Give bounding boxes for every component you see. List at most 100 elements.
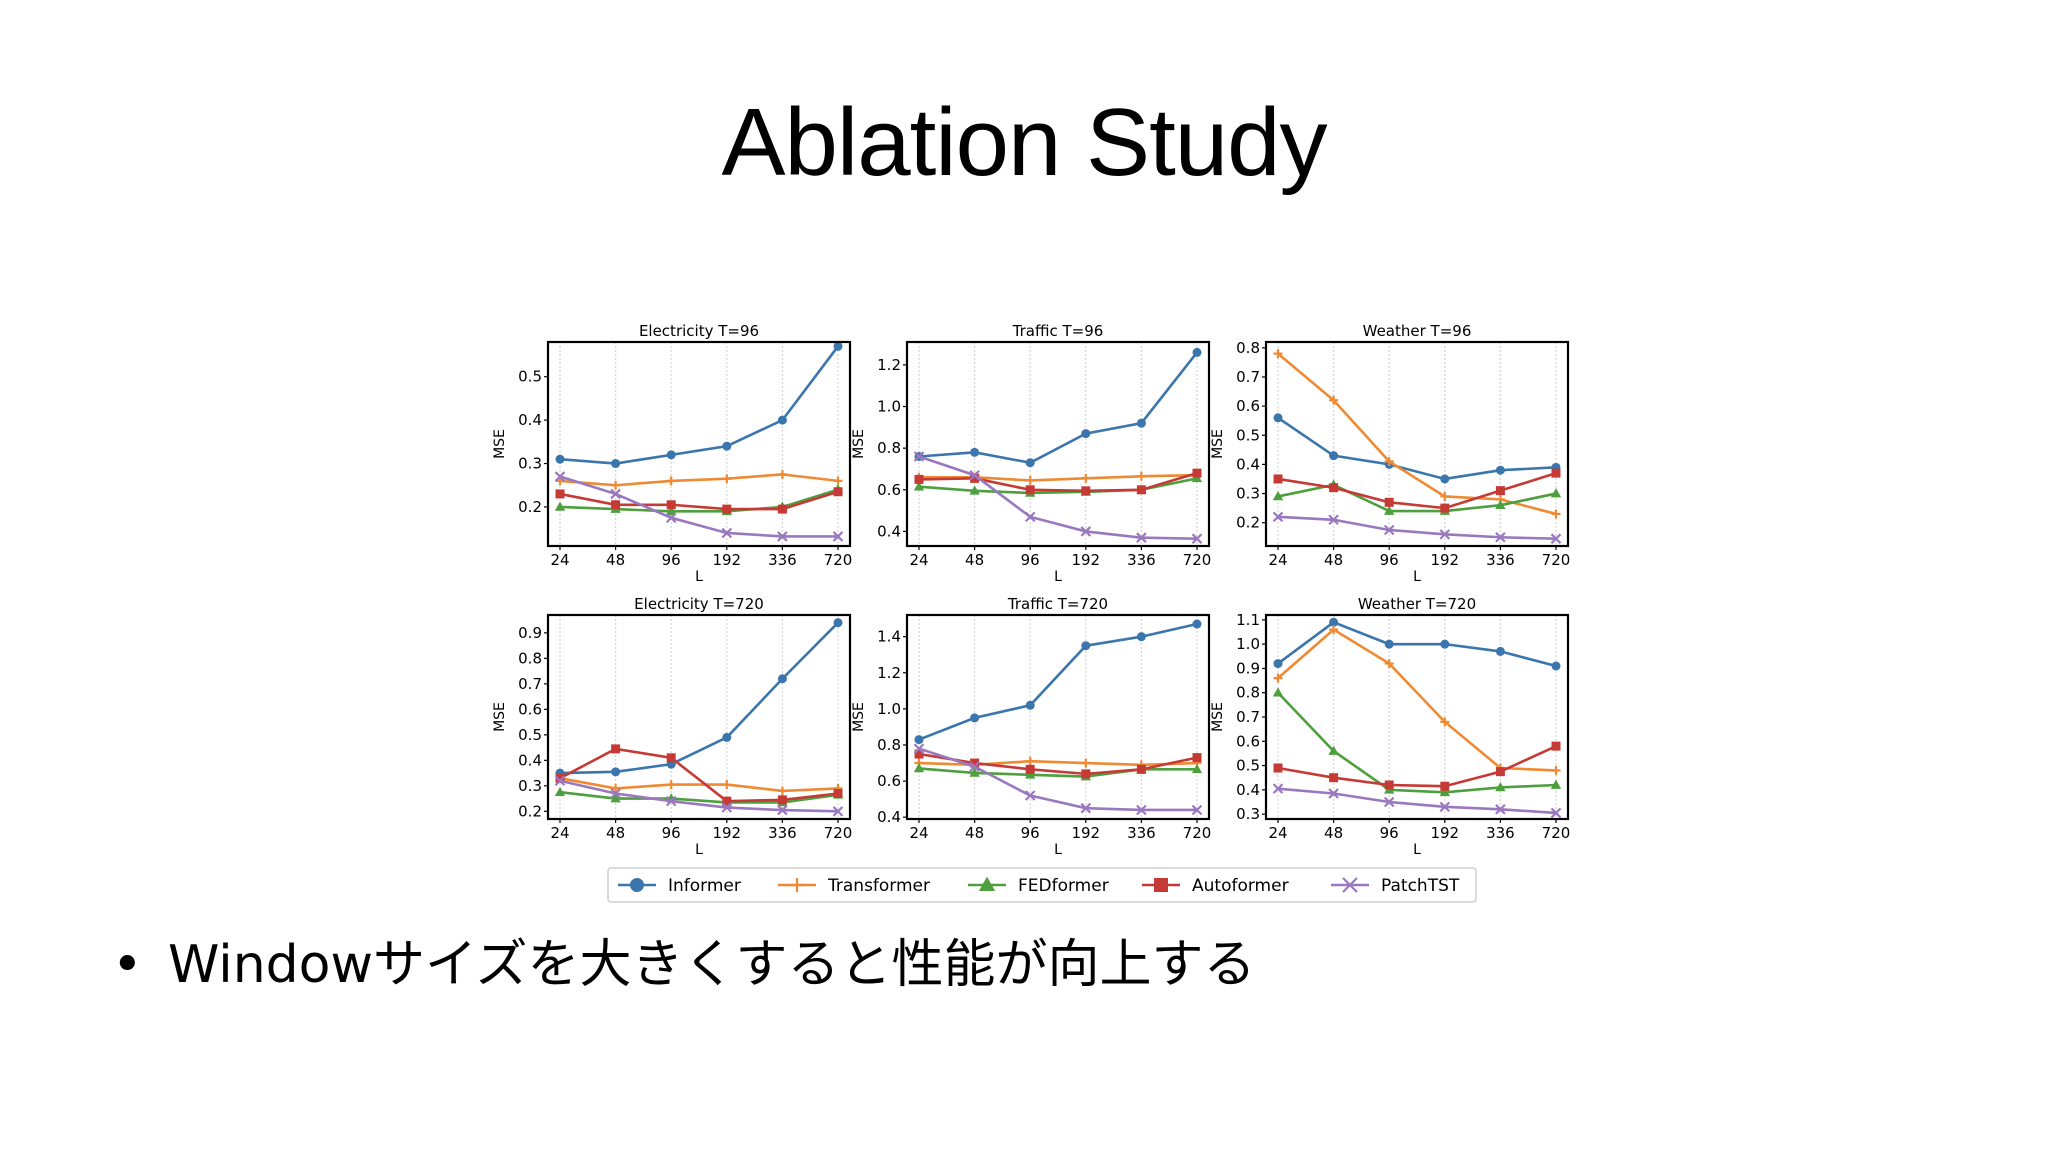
series-informer: [914, 619, 1202, 745]
y-tick-label: 0.5: [518, 726, 542, 744]
data-point: [777, 804, 788, 816]
series-line: [1277, 627, 1557, 772]
x-tick-label: 192: [712, 551, 741, 569]
data-point: [1081, 429, 1091, 439]
series-line: [559, 790, 839, 804]
legend-item-patchtst: PatchTST: [1331, 876, 1460, 896]
series-line: [1277, 416, 1557, 481]
plot-frame: [1264, 613, 1570, 821]
data-point: [1081, 641, 1091, 651]
y-tick-label: 0.2: [518, 498, 542, 516]
x-axis-label: L: [1413, 569, 1421, 585]
data-point: [1136, 471, 1146, 481]
data-point: [1136, 418, 1146, 428]
data-point: [1439, 529, 1451, 540]
y-tick-label: 0.7: [518, 675, 542, 693]
data-point: [833, 618, 843, 628]
data-point: [1440, 474, 1450, 484]
series-line: [1277, 691, 1557, 794]
series-informer: [1273, 617, 1561, 671]
legend-marker: [1342, 877, 1358, 893]
plot-frame: [905, 340, 1211, 548]
series-line: [1277, 471, 1557, 510]
data-point: [1273, 659, 1283, 669]
data-point: [1328, 788, 1339, 799]
data-point: [1081, 486, 1091, 496]
data-point: [666, 505, 677, 516]
x-tick-label: 336: [768, 551, 797, 569]
x-tick-label: 96: [1380, 551, 1399, 569]
y-tick-label: 1.0: [877, 398, 901, 416]
data-point: [777, 674, 787, 684]
y-tick-label: 0.6: [877, 481, 901, 499]
legend-marker: [790, 878, 804, 892]
chart-traffic-t-720: Traffic T=720 24 48 96 192 336 720 L 0.4 0.6 0.8 1.…: [851, 595, 1211, 858]
x-tick-label: 720: [824, 551, 853, 569]
data-point: [1136, 764, 1146, 774]
legend-marker: [630, 878, 644, 892]
data-point: [1384, 456, 1394, 466]
y-axis-label: MSE: [492, 429, 508, 459]
data-point: [913, 763, 925, 773]
y-tick-label: 0.5: [1236, 757, 1260, 775]
data-point: [1136, 485, 1146, 495]
data-point: [1439, 801, 1451, 813]
data-point: [1440, 639, 1450, 649]
x-tick-label: 720: [1542, 551, 1570, 569]
data-point: [722, 780, 732, 790]
data-point: [1550, 807, 1562, 819]
data-point: [1329, 773, 1339, 783]
data-point: [1025, 700, 1035, 710]
series-patchtst: [1272, 783, 1562, 819]
data-point: [1495, 767, 1505, 777]
series-line: [918, 747, 1197, 812]
data-point: [1272, 783, 1284, 794]
data-point: [666, 500, 676, 510]
data-point: [554, 775, 566, 787]
data-point: [722, 504, 732, 514]
data-point: [1383, 796, 1395, 808]
x-tick-label: 48: [606, 551, 625, 569]
data-point: [555, 454, 565, 464]
y-tick-label: 0.8: [1236, 684, 1260, 702]
data-point: [1495, 499, 1506, 510]
series-line: [559, 776, 839, 793]
y-tick-label: 0.8: [518, 649, 542, 667]
bullet-item: • Windowサイズを大きくすると性能が向上する: [112, 922, 1255, 997]
ablation-figure: Electricity T=96 24 48 96 192 336 720 L 0.2 0.3 0.…: [492, 322, 1570, 903]
x-tick-label: 192: [1430, 551, 1459, 569]
y-tick-label: 0.5: [518, 368, 542, 386]
y-tick-label: 0.4: [1236, 781, 1260, 799]
data-point: [611, 783, 621, 793]
y-tick-label: 0.8: [1236, 339, 1260, 357]
data-point: [1329, 617, 1339, 627]
x-tick-label: 48: [1324, 824, 1343, 842]
data-point: [1024, 511, 1036, 523]
x-tick-label: 48: [965, 824, 984, 842]
x-axis-label: L: [1054, 569, 1062, 585]
data-point: [1191, 763, 1203, 774]
y-tick-label: 0.8: [877, 736, 901, 754]
x-tick-label: 96: [1380, 824, 1399, 842]
data-point: [1136, 632, 1146, 642]
data-point: [1192, 619, 1202, 629]
chart-title: Weather T=96: [1363, 322, 1472, 340]
series-line: [1277, 483, 1557, 513]
series-patchtst: [913, 451, 1203, 544]
y-tick-label: 0.3: [518, 455, 542, 473]
series-line: [918, 455, 1198, 541]
data-point: [1551, 741, 1561, 751]
data-point: [555, 773, 565, 783]
data-point: [969, 767, 980, 777]
x-tick-label: 336: [1127, 824, 1156, 842]
series-autoformer: [914, 749, 1202, 779]
y-axis-label: MSE: [1210, 429, 1226, 459]
series-transformer: [1273, 625, 1561, 775]
x-tick-label: 192: [712, 824, 741, 842]
x-tick-label: 96: [662, 551, 681, 569]
data-point: [1384, 505, 1395, 515]
legend-item-transformer: Transformer: [778, 876, 930, 896]
data-point: [1191, 804, 1203, 816]
data-point: [722, 441, 732, 451]
series-fedformer: [1272, 687, 1562, 797]
